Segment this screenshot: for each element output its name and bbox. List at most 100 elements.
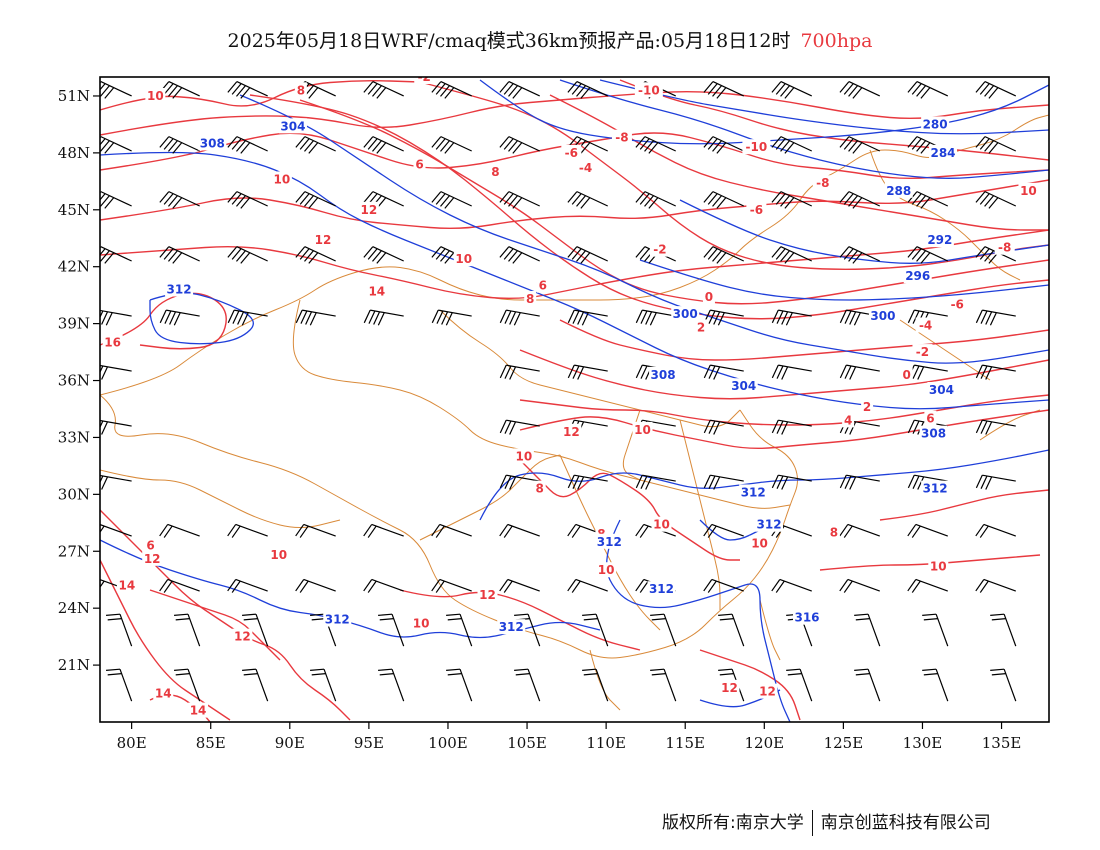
wind-barb [922, 613, 949, 647]
wind-barb-feather [907, 81, 918, 93]
wind-barb [703, 578, 744, 593]
wind-barb [771, 309, 812, 326]
wind-barb-feather [231, 138, 242, 150]
wind-barb-feather [580, 252, 591, 264]
wind-barb-staff [983, 523, 1016, 537]
border-province-1 [439, 309, 741, 428]
wind-barb-feather [635, 524, 645, 537]
wind-barb-staff [100, 191, 132, 207]
geopotential-contour [149, 292, 254, 345]
wind-barb-feather [713, 476, 721, 490]
wind-barb-feather [708, 365, 716, 379]
wind-barb-feather [975, 364, 983, 379]
geopotential-label-bg [595, 533, 624, 549]
temperature-label-bg [928, 558, 949, 574]
wind-barb-feather [703, 419, 711, 434]
wind-barb-staff [440, 136, 472, 152]
wind-barb-feather [839, 474, 847, 489]
wind-barb-feather [304, 140, 314, 152]
wind-barb-feather [785, 312, 793, 326]
wind-barb-staff [778, 474, 812, 482]
wind-barb-feather [236, 140, 246, 152]
geopotential-contour [639, 259, 1049, 301]
wind-barb [499, 523, 540, 538]
wind-barb-feather [499, 474, 507, 489]
wind-barb [363, 523, 404, 538]
temperature-label-text: 6 [926, 411, 934, 425]
wind-barb-staff [302, 309, 336, 317]
wind-barb-staff [303, 578, 336, 592]
wind-barb-feather [920, 87, 931, 99]
wind-barb [295, 136, 336, 154]
wind-barb-staff [914, 474, 948, 482]
wind-barb [703, 191, 744, 209]
wind-barb-feather [980, 475, 988, 489]
wind-barb-staff [1003, 668, 1017, 702]
wind-barb-staff [391, 613, 405, 647]
copyright-company: 南京创蓝科技有限公司 [820, 813, 991, 833]
wind-barb [771, 578, 812, 593]
wind-barb-feather [635, 309, 643, 324]
wind-barb-staff [506, 364, 540, 372]
border-province-4 [559, 454, 661, 631]
temperature-label-bg [313, 232, 334, 248]
wind-barb [499, 309, 540, 326]
wind-barb-feather [771, 246, 782, 258]
wind-barb-feather [232, 310, 240, 324]
geopotential-label-text: 312 [757, 518, 782, 532]
temperature-label-text: 8 [491, 165, 499, 179]
temperature-label-text: 2 [863, 400, 871, 414]
wind-barb-staff [100, 523, 132, 537]
temperature-label: 0 [702, 289, 715, 305]
temperature-label-text: 10 [516, 449, 533, 463]
wind-barb-staff [166, 309, 200, 317]
wind-barb [839, 523, 880, 538]
temperature-label-text: -6 [565, 146, 578, 160]
temperature-label-bg [915, 317, 936, 333]
wind-barb-feather [175, 673, 190, 676]
wind-barb-feather [499, 579, 509, 592]
wind-barb-feather [378, 668, 393, 672]
wind-barb-staff [935, 613, 949, 647]
wind-barb [567, 246, 608, 264]
wind-barb-staff [168, 81, 200, 97]
wind-barb-feather [713, 366, 721, 380]
temperature-label-bg [632, 421, 653, 437]
wind-barb-staff [983, 578, 1016, 592]
wind-barb-feather [839, 246, 850, 258]
temperature-label-text: -4 [579, 161, 592, 175]
wind-barb-feather [363, 524, 373, 537]
wind-barb [907, 246, 949, 264]
wind-barb [582, 668, 609, 702]
wind-barb-feather [985, 421, 993, 435]
geopotential-contour [479, 449, 1049, 521]
wind-barb-feather [299, 525, 309, 538]
wind-barb-staff [711, 523, 744, 537]
wind-barb-feather [503, 83, 514, 95]
wind-barb-feather [368, 310, 376, 324]
wind-barb-feather [979, 83, 990, 95]
temperature-label-text: 10 [653, 518, 670, 532]
wind-barb [431, 136, 472, 154]
wind-barb-staff [576, 191, 608, 207]
wind-barb [100, 246, 132, 264]
wind-barb-feather [310, 668, 325, 672]
wind-barb-feather [231, 193, 242, 205]
temperature-contour [100, 179, 1049, 230]
wind-barb-feather [980, 420, 988, 434]
y-tick-label: 33N [58, 428, 90, 446]
temperature-label: 10 [513, 448, 534, 464]
wind-barb-feather [499, 364, 507, 379]
temperature-label: 14 [153, 685, 174, 701]
wind-barb-feather [576, 250, 586, 262]
geopotential-contour [599, 79, 1049, 135]
wind-barb-feather [236, 85, 246, 97]
wind-barb-feather [567, 81, 578, 93]
wind-barb [703, 136, 744, 154]
border-province-3 [419, 454, 561, 541]
wind-barb-staff [642, 474, 676, 482]
wind-barb-staff [167, 523, 200, 537]
wind-barb-feather [708, 420, 716, 434]
temperature-label-bg [596, 562, 617, 578]
wind-barb-feather [499, 524, 509, 537]
